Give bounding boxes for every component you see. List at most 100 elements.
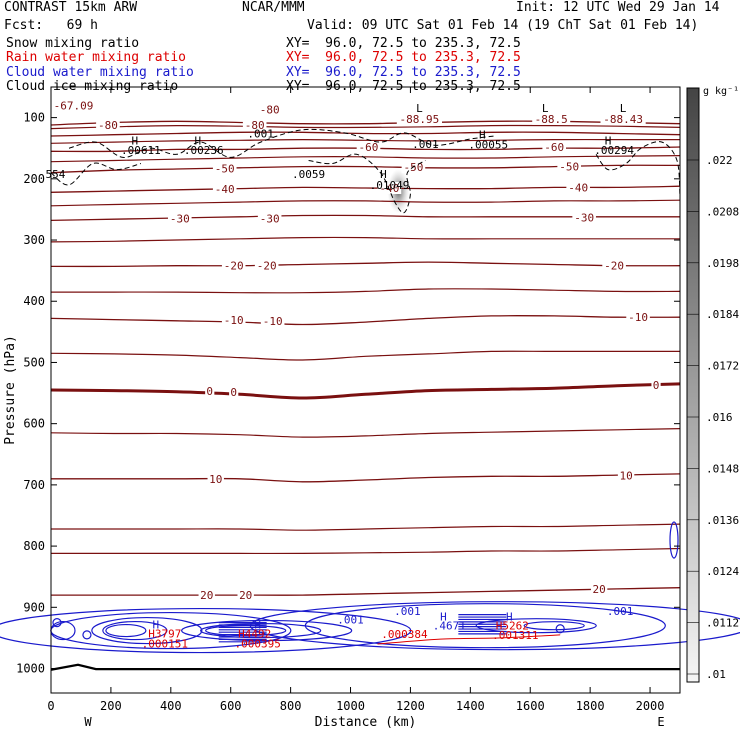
cloud-water-contour (0, 607, 412, 654)
header-valid: Valid: 09 UTC Sat 01 Feb 14 (19 ChT Sat … (307, 18, 699, 33)
isotherm-label: -30 (170, 213, 190, 226)
y-tick-label: 700 (23, 478, 45, 492)
cloud-water-label: .001 (607, 605, 634, 618)
plot-frame (50, 86, 681, 694)
isotherm-label: 0 (653, 379, 660, 392)
x-tick-label: 1800 (576, 699, 605, 713)
isotherm-label-bg (257, 103, 282, 116)
colorbar-unit: g kg⁻¹ (703, 86, 739, 97)
isotherm-label: -88.95 (400, 113, 440, 126)
isotherm-label: 10 (619, 470, 632, 483)
cloud-water-contour (523, 621, 585, 631)
x-tick-label: 2000 (636, 699, 665, 713)
isotherm-intermediate (50, 428, 681, 438)
colorbar-tick-label: .0124 (706, 565, 739, 578)
isotherm-label-bg (557, 160, 581, 173)
cloud-ice-contour (308, 153, 426, 214)
isotherm-label: -88.43 (603, 113, 643, 126)
cloud-water-contour (91, 616, 203, 645)
isotherm-label-bg (566, 181, 590, 194)
isotherm-label-bg (50, 99, 97, 112)
isotherm-label: -20 (604, 260, 624, 273)
isotherm-label-bg (377, 182, 402, 194)
cloud-water-label: .001 (394, 605, 421, 618)
y-axis-label: Pressure (hPa) (3, 335, 18, 445)
cloud-ice-label: L (620, 102, 627, 115)
cloud-ice-label: L (416, 102, 423, 115)
isotherm-label: -50 (559, 161, 579, 174)
cloud-ice-label: .00055 (468, 139, 508, 152)
x-tick-label: 1000 (336, 699, 365, 713)
isotherm-intermediate (50, 199, 681, 207)
cloud-water-contour (249, 601, 740, 651)
x-end-label-east: E (657, 715, 664, 729)
cloud-water-contour (50, 620, 76, 641)
cloud-water-contour (669, 521, 679, 559)
cloud-water-contour (82, 630, 92, 640)
y-tick-label: 500 (23, 355, 45, 369)
isotherm-label-bg (396, 112, 443, 125)
cloud-ice-label: .001 (247, 128, 274, 141)
cloud-water-contour (102, 620, 168, 641)
cloud-water-label: .4671 (433, 620, 466, 633)
x-axis-label: Distance (km) (315, 715, 417, 730)
cloud-water-label: H (254, 618, 261, 631)
isotherm-label-bg (221, 259, 246, 272)
isotherm-10 (51, 473, 681, 483)
cloud-water-label: H (506, 610, 513, 623)
colorbar-tick-label: .0148 (706, 462, 739, 475)
y-tick-label: 200 (23, 172, 45, 186)
cloud-ice-label: .0059 (292, 168, 325, 181)
rain-label: H4492 (238, 628, 271, 641)
rain-label: .000384 (381, 628, 428, 641)
isotherm-label-bg (205, 385, 215, 398)
isotherm-0 (50, 382, 681, 400)
cloud-ice-label: .00294 (594, 144, 634, 157)
colorbar-tick-label: .01 (706, 668, 726, 681)
cloud-ice-label: H (194, 134, 201, 147)
isotherm-intermediate (50, 155, 681, 163)
isotherm-intermediate (50, 124, 681, 130)
isotherm-label-bg (356, 140, 381, 153)
rain-contour (377, 634, 561, 645)
isotherm--10 (50, 315, 681, 326)
isotherm-label-bg (257, 212, 282, 225)
isotherm-intermediate (50, 236, 680, 243)
y-tick-label: 600 (23, 417, 45, 431)
cloud-ice-contour (68, 128, 495, 158)
x-end-label-west: W (84, 715, 92, 729)
cloud-ice-label: H (605, 134, 612, 147)
x-tick-label: 1600 (516, 699, 545, 713)
cloud-ice-label: H (479, 129, 486, 142)
colorbar (686, 87, 700, 683)
isotherm--80 (50, 120, 681, 126)
isotherm-label-bg (237, 589, 254, 602)
header-center: NCAR/MMM (242, 0, 305, 15)
colorbar-tick-label: .0208 (706, 205, 739, 218)
isotherm-label-bg (242, 118, 267, 131)
isotherm-label-bg (626, 311, 650, 324)
x-tick-label: 200 (100, 699, 122, 713)
cloud-ice-label: .001 (412, 138, 439, 151)
isotherm-label: -10 (263, 315, 283, 328)
isotherm-label-bg (96, 118, 120, 131)
header-init: Init: 12 UTC Wed 29 Jan 14 (516, 0, 720, 15)
y-tick-label: 400 (23, 294, 45, 308)
cloud-water-label: H (153, 618, 160, 631)
legend-cloud-water-xy: XY= 96.0, 72.5 to 235.3, 72.5 (286, 65, 521, 80)
cloud-water-contour (105, 623, 147, 638)
legend-snow-label: Snow mixing ratio (6, 36, 140, 51)
cloud-ice-label: L (542, 102, 549, 115)
header-model: CONTRAST 15km ARW (4, 0, 138, 15)
legend-snow-xy: XY= 96.0, 72.5 to 235.3, 72.5 (286, 36, 521, 51)
isotherm-label: -20 (224, 260, 244, 273)
isotherm-label-bg (254, 259, 279, 272)
cloud-ice-label: .01049 (370, 179, 410, 192)
isotherm-label-bg (572, 211, 596, 224)
isotherm-label: 20 (593, 583, 606, 596)
x-tick-label: 600 (220, 699, 242, 713)
colorbar-tick-label: .0136 (706, 514, 739, 527)
cloud-ice-label: H (132, 134, 139, 147)
isotherm-intermediate (50, 350, 681, 361)
